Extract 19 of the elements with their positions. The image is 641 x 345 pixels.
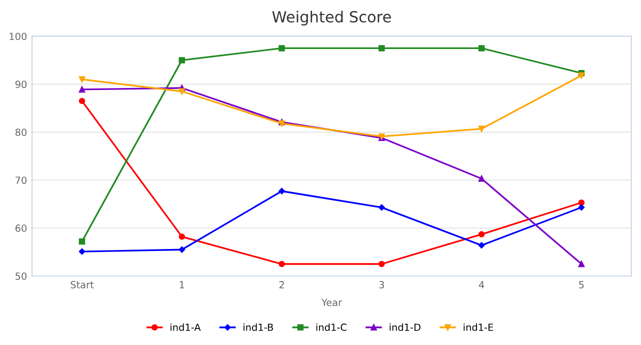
x-tick-label: Start (70, 281, 94, 288)
legend-label: ind1-A (170, 323, 201, 331)
y-tick-label: 60 (15, 224, 27, 232)
legend-label: ind1-E (464, 323, 494, 331)
chart-title: Weighted Score (272, 10, 391, 26)
y-tick-label: 100 (10, 32, 27, 40)
y-tick-label: 70 (16, 176, 27, 184)
x-axis-title: Year (321, 298, 342, 306)
x-tick-label: 4 (478, 281, 484, 288)
y-tick-label: 90 (15, 80, 27, 88)
x-tick-label: 2 (279, 281, 284, 288)
legend-label: ind1-C (316, 323, 346, 331)
x-tick-label: 5 (579, 281, 584, 288)
legend-label: ind1-D (390, 323, 420, 331)
legend-label: ind1-B (244, 323, 273, 331)
y-tick-label: 50 (16, 272, 27, 280)
x-tick-label: 3 (379, 281, 384, 288)
x-tick-label: 1 (180, 281, 184, 288)
y-tick-label: 80 (15, 128, 27, 136)
